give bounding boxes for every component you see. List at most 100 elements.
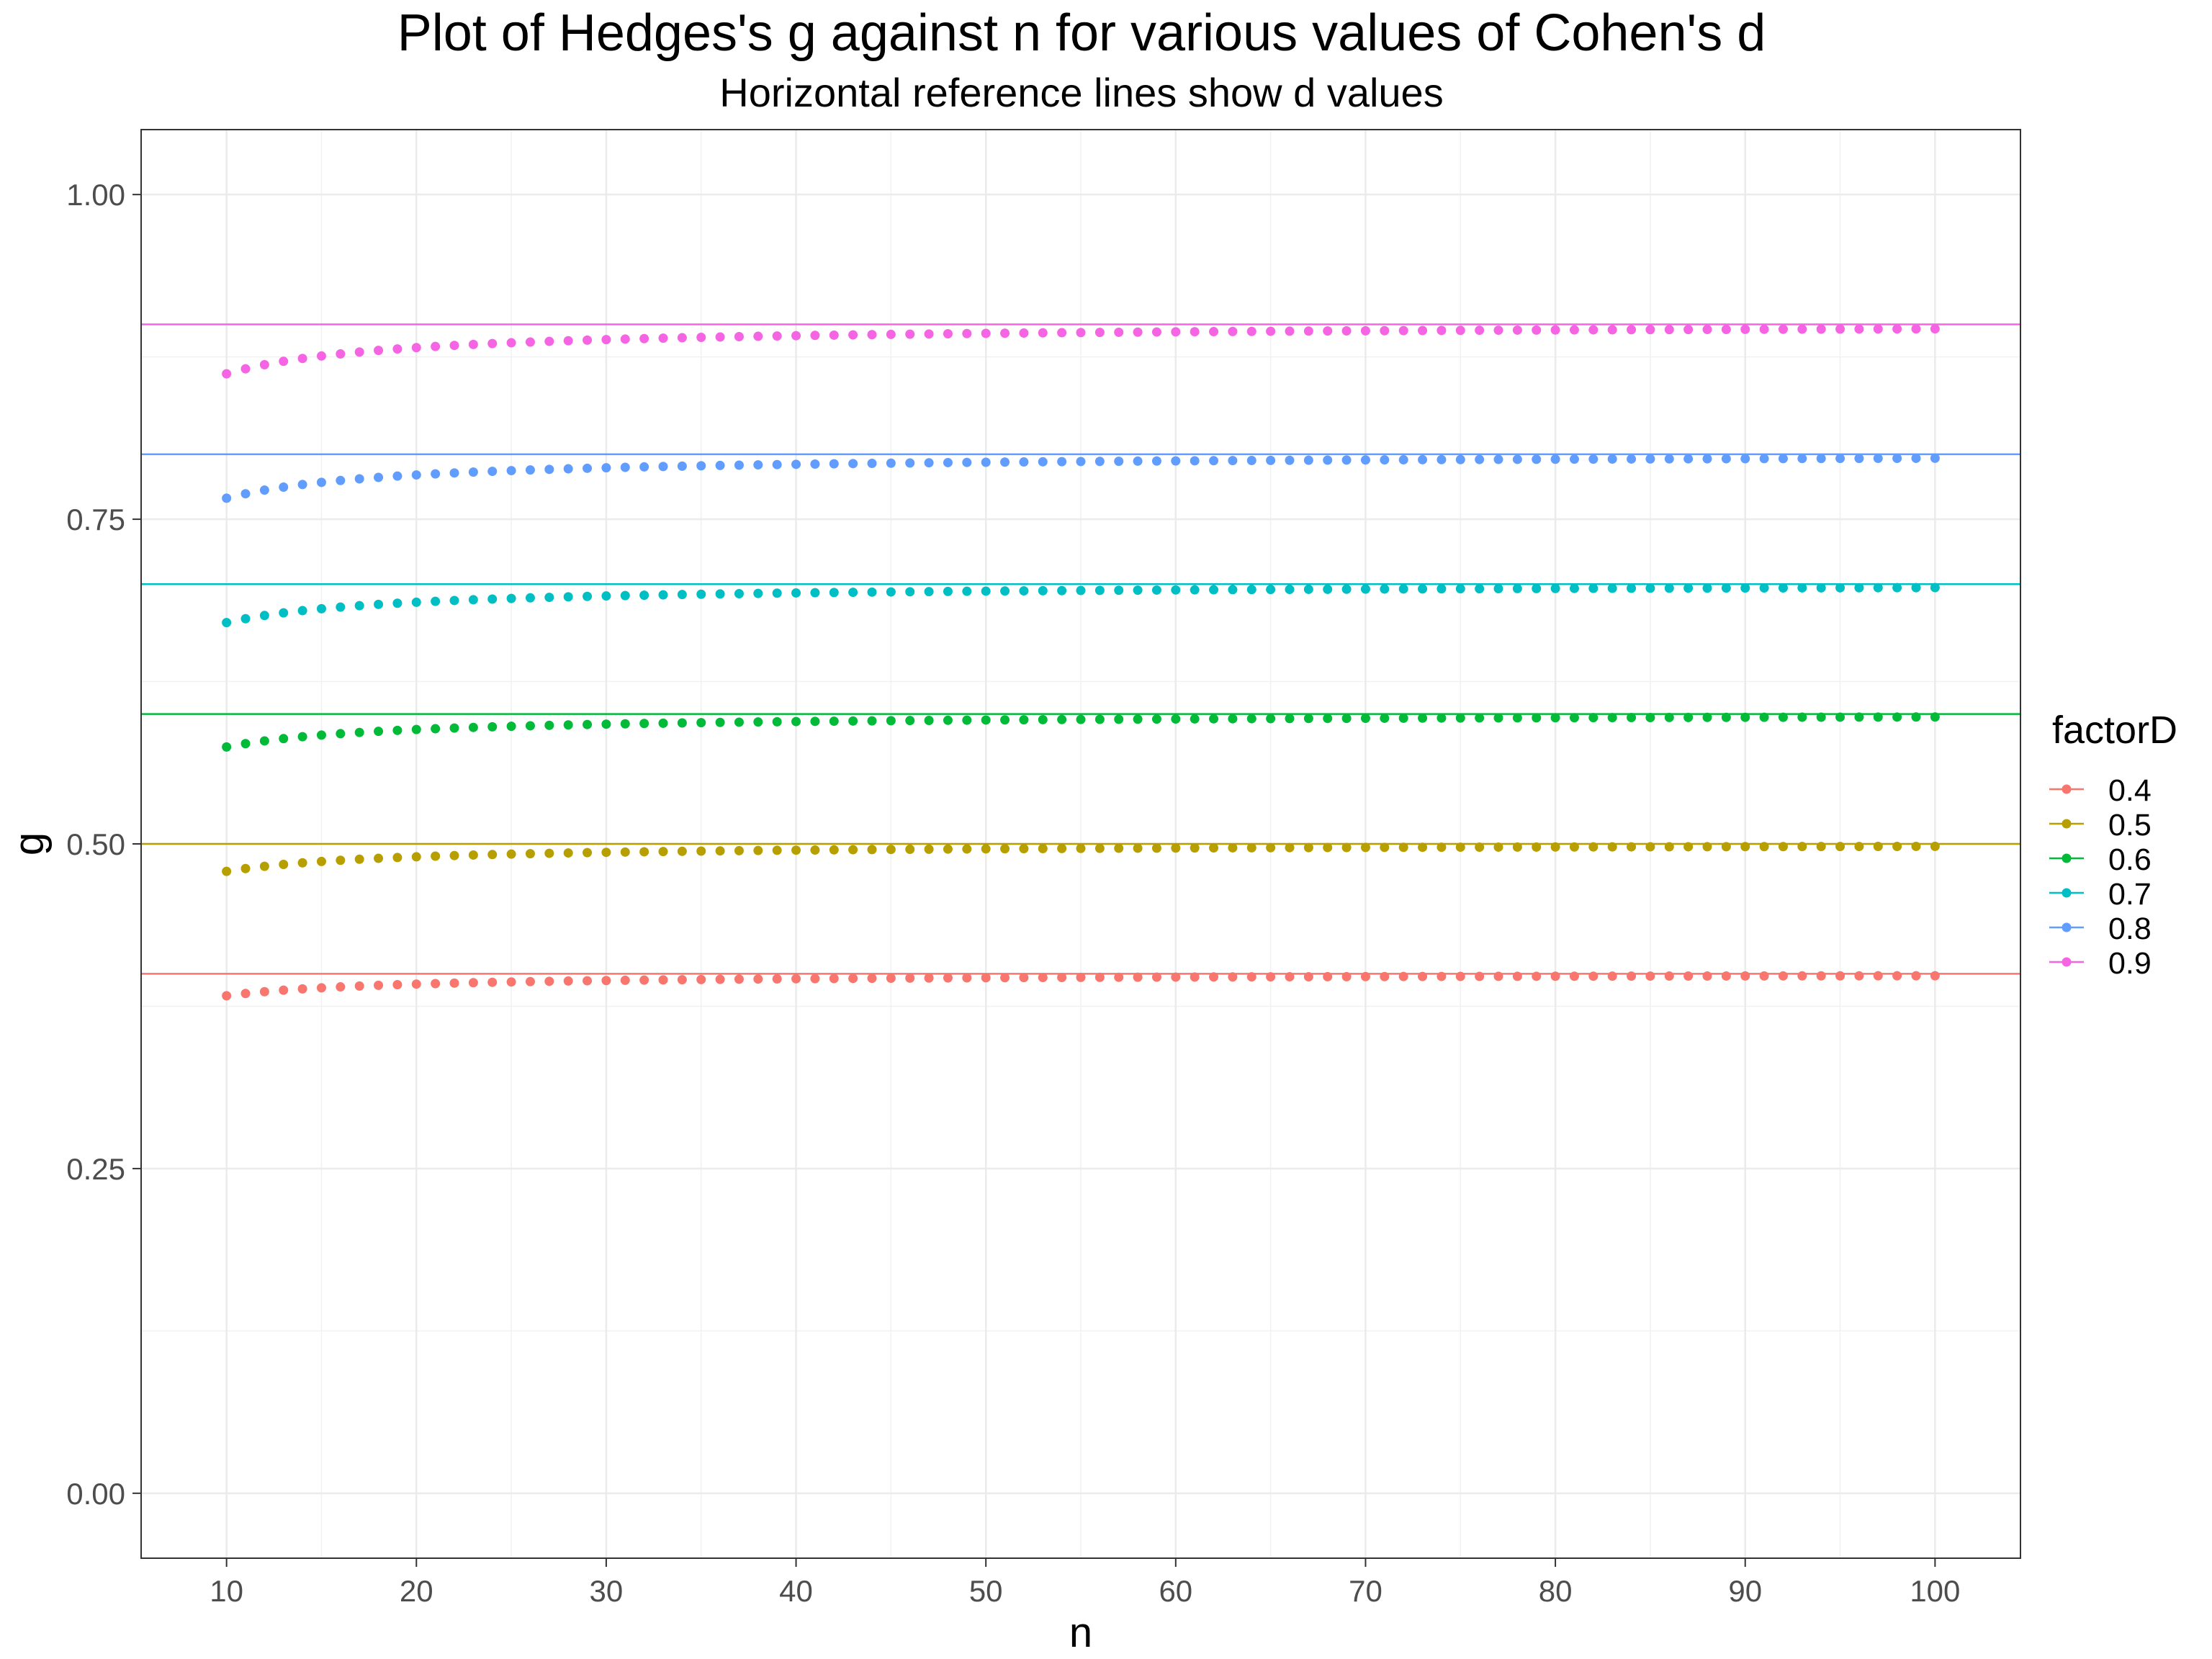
data-point bbox=[677, 461, 687, 471]
data-point bbox=[1171, 843, 1181, 853]
data-point bbox=[1228, 972, 1238, 982]
data-point bbox=[1778, 971, 1788, 981]
data-point bbox=[1854, 712, 1864, 722]
data-point bbox=[1512, 583, 1522, 593]
data-point bbox=[715, 846, 725, 856]
data-point bbox=[1114, 327, 1124, 337]
data-point bbox=[905, 973, 915, 983]
data-point bbox=[316, 603, 326, 613]
data-point bbox=[1569, 583, 1579, 593]
data-point bbox=[1759, 712, 1769, 722]
data-point bbox=[905, 587, 915, 597]
data-point bbox=[943, 973, 953, 983]
x-axis-ticks: 10 20 30 40 50 60 70 80 90 100 bbox=[210, 1558, 1960, 1608]
data-point bbox=[392, 598, 403, 608]
data-point bbox=[981, 328, 991, 338]
data-point bbox=[867, 459, 877, 469]
data-point bbox=[1683, 325, 1694, 335]
data-point bbox=[1892, 324, 1902, 334]
data-point bbox=[1569, 842, 1579, 852]
data-point bbox=[1360, 842, 1370, 853]
data-point bbox=[1930, 324, 1940, 334]
data-point bbox=[1493, 325, 1503, 336]
data-point bbox=[354, 474, 364, 484]
data-point bbox=[1455, 584, 1465, 594]
data-point bbox=[981, 586, 991, 596]
data-point bbox=[1341, 584, 1352, 594]
data-point bbox=[1627, 454, 1637, 464]
data-point bbox=[696, 718, 706, 728]
data-point bbox=[1285, 972, 1295, 982]
y-tick-label: 0.75 bbox=[66, 503, 125, 536]
data-point bbox=[1816, 712, 1826, 722]
data-point bbox=[1569, 454, 1579, 464]
data-point bbox=[639, 590, 649, 601]
data-point bbox=[1341, 842, 1352, 853]
data-point bbox=[1323, 714, 1333, 724]
chart-title: Plot of Hedges's g against n for various… bbox=[397, 4, 1766, 62]
data-point bbox=[867, 716, 877, 726]
data-point bbox=[563, 976, 573, 986]
data-point bbox=[1019, 328, 1029, 338]
legend: factorD 0.40.50.60.70.80.9 bbox=[2049, 709, 2177, 981]
data-point bbox=[1380, 584, 1390, 594]
data-point bbox=[620, 975, 630, 985]
data-point bbox=[1455, 713, 1465, 723]
data-point bbox=[1721, 971, 1731, 981]
data-point bbox=[1475, 325, 1485, 336]
data-point bbox=[1645, 842, 1655, 852]
data-point bbox=[583, 719, 593, 729]
data-point bbox=[449, 341, 459, 351]
data-point bbox=[240, 489, 251, 499]
data-point bbox=[1303, 971, 1313, 981]
data-point bbox=[601, 976, 611, 986]
data-point bbox=[1873, 842, 1883, 852]
data-point bbox=[1038, 585, 1048, 595]
data-point bbox=[525, 976, 535, 986]
data-point bbox=[1512, 713, 1522, 723]
data-point bbox=[905, 329, 915, 339]
data-point bbox=[1607, 325, 1617, 335]
data-point bbox=[829, 845, 839, 855]
y-tick-label: 0.50 bbox=[66, 827, 125, 861]
data-point bbox=[431, 469, 441, 479]
data-point bbox=[487, 977, 498, 987]
data-point bbox=[1094, 972, 1105, 982]
legend-title: factorD bbox=[2052, 709, 2177, 752]
data-point bbox=[1740, 454, 1750, 464]
data-point bbox=[1911, 324, 1921, 334]
data-point bbox=[1645, 583, 1655, 593]
x-tick-label: 20 bbox=[400, 1574, 433, 1608]
data-point bbox=[1550, 325, 1560, 335]
data-point bbox=[886, 587, 896, 597]
data-point bbox=[222, 493, 232, 503]
data-point bbox=[1645, 712, 1655, 722]
data-point bbox=[316, 856, 326, 866]
data-point bbox=[905, 845, 915, 855]
data-point bbox=[867, 974, 877, 984]
data-point bbox=[1228, 585, 1238, 595]
data-point bbox=[1209, 714, 1219, 724]
data-point bbox=[279, 608, 289, 618]
data-point bbox=[1246, 326, 1256, 336]
data-point bbox=[1151, 972, 1161, 982]
data-point bbox=[1057, 972, 1067, 982]
data-point bbox=[525, 593, 535, 603]
data-point bbox=[411, 979, 421, 989]
data-point bbox=[1171, 585, 1181, 595]
data-point bbox=[1569, 325, 1579, 335]
data-point bbox=[1816, 583, 1826, 593]
data-point bbox=[848, 716, 858, 726]
data-point bbox=[449, 468, 459, 478]
data-point bbox=[279, 356, 289, 367]
data-point bbox=[1645, 454, 1655, 464]
data-point bbox=[259, 986, 269, 997]
data-point bbox=[1873, 971, 1883, 981]
data-point bbox=[1266, 842, 1276, 853]
data-point bbox=[772, 331, 782, 341]
data-point bbox=[316, 477, 326, 487]
data-point bbox=[392, 725, 403, 735]
data-point bbox=[1892, 841, 1902, 851]
data-point bbox=[297, 354, 307, 364]
data-point bbox=[1418, 584, 1428, 594]
